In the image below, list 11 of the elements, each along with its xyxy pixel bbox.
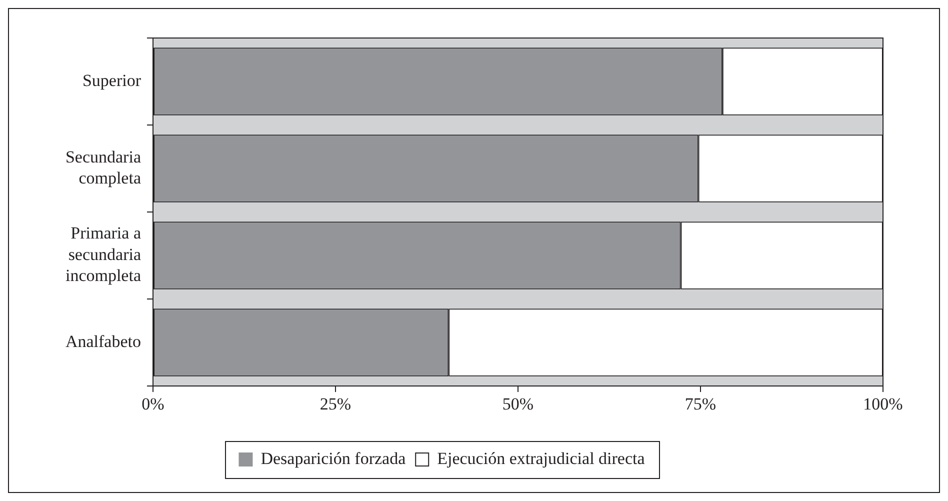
y-tick-label: Secundaria completa	[65, 147, 142, 188]
y-tick-label: Superior	[82, 70, 142, 90]
x-tick-label: 75%	[684, 394, 716, 414]
legend-label: Desaparición forzada	[260, 448, 406, 468]
x-tick-label: 50%	[502, 394, 534, 414]
legend-label: Ejecución extrajudicial directa	[437, 448, 646, 468]
x-tick-label: 25%	[320, 394, 352, 414]
y-tick-label: Analfabeto	[65, 332, 141, 351]
y-tick-label: Primaria a secundaria incompleta	[65, 224, 142, 286]
x-tick-label: 100%	[863, 394, 903, 414]
x-tick-label: 0%	[142, 394, 164, 414]
